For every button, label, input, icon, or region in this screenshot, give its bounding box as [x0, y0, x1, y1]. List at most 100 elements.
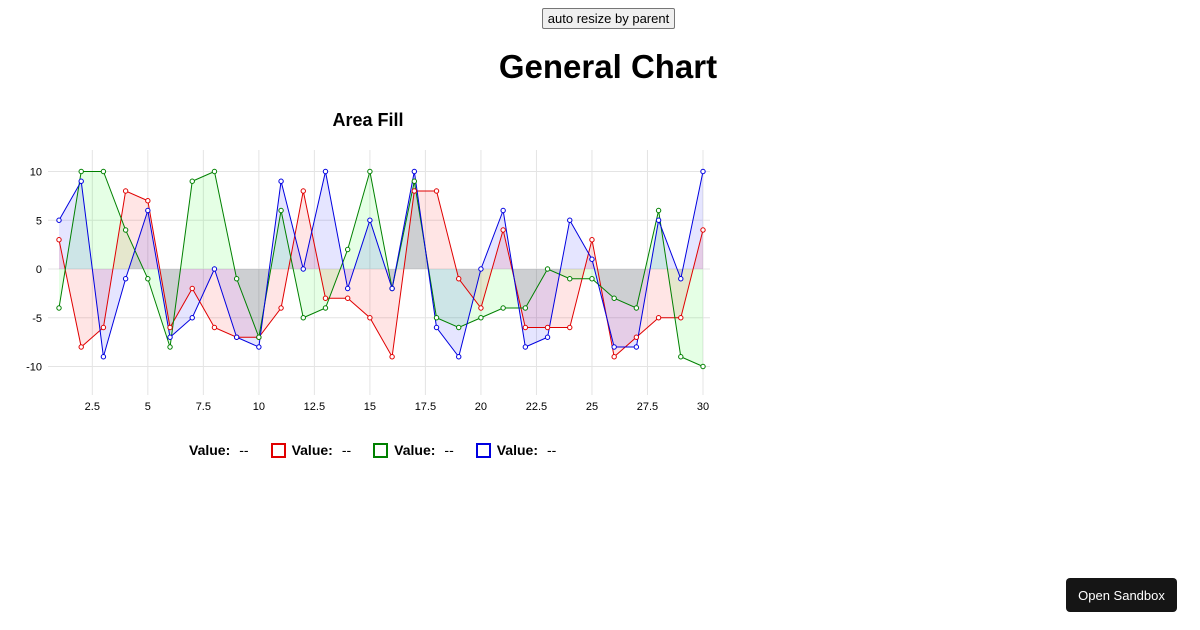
data-point-s3: [522, 344, 529, 350]
x-tick-label: 2.5: [85, 401, 100, 413]
data-point-s1: [189, 285, 195, 292]
chart-axes: 10 5 0 -5 -10 2.5 5 7.5 10 12.5 15 17.5 20 22.5 25 27.5…: [26, 167, 709, 414]
data-point-s2: [544, 266, 551, 272]
data-point-s2: [278, 207, 284, 214]
series-area-3: [59, 171, 703, 357]
data-point-s3: [100, 354, 107, 360]
data-point-s1: [78, 344, 84, 350]
data-point-s3: [389, 285, 395, 292]
area-chart[interactable]: 10 5 0 -5 -10 2.5 5 7.5 10 12.5 15 17.5 20 22.5 25 27.5…: [0, 140, 736, 430]
data-point-s1: [389, 354, 395, 360]
series-line-2: [58, 170, 704, 367]
open-sandbox-button[interactable]: Open Sandbox: [1066, 578, 1177, 612]
data-point-s3: [189, 315, 195, 321]
data-point-s3: [300, 266, 306, 272]
chart-title: Area Fill: [332, 110, 404, 130]
data-point-s1: [322, 295, 329, 301]
data-point-s3: [589, 256, 595, 262]
legend-item-series-1: Value: --: [270, 442, 352, 458]
legend-value: --: [444, 442, 454, 458]
data-point-s3: [567, 217, 573, 223]
data-point-s3: [78, 178, 84, 184]
data-point-s3: [322, 168, 329, 175]
data-point-s1: [700, 227, 706, 233]
data-point-s2: [256, 334, 262, 340]
data-point-s2: [522, 305, 529, 311]
series-area-1: [59, 191, 703, 357]
data-point-s1: [100, 324, 107, 331]
legend-label: Value:: [291, 442, 333, 458]
data-point-s3: [233, 334, 240, 340]
data-point-s2: [478, 315, 484, 321]
y-tick-label: 10: [30, 167, 42, 179]
data-point-s1: [300, 188, 306, 194]
data-point-s2: [344, 246, 351, 253]
data-point-s3: [411, 168, 418, 175]
y-tick-label: -5: [32, 313, 42, 325]
y-tick-label: 0: [36, 264, 42, 276]
legend-label: Value:: [189, 442, 231, 458]
data-point-s3: [433, 324, 440, 331]
auto-resize-button[interactable]: auto resize by parent: [542, 8, 675, 29]
legend-value: --: [341, 442, 352, 458]
data-point-s2: [56, 305, 62, 311]
chart-areas: [59, 171, 703, 367]
legend-item-series-2: Value: --: [373, 442, 454, 458]
data-point-s1: [344, 295, 351, 301]
data-point-s3: [256, 344, 262, 350]
data-point-s2: [300, 315, 306, 321]
x-tick-label: 5: [145, 401, 151, 413]
series-line-3: [58, 171, 704, 358]
chart-legend: Value: -- Value: -- Value: -- Value: --: [189, 441, 578, 459]
data-point-s2: [78, 168, 84, 175]
data-point-s2: [322, 305, 329, 311]
x-tick-label: 27.5: [637, 401, 658, 413]
data-point-s3: [145, 207, 151, 214]
legend-label: Value:: [394, 442, 436, 458]
data-point-s1: [500, 227, 506, 233]
data-point-s3: [544, 334, 551, 340]
x-tick-label: 12.5: [304, 401, 325, 413]
data-point-s3: [211, 266, 218, 272]
data-point-s2: [122, 227, 129, 233]
data-point-s2: [367, 168, 373, 175]
legend-swatch-red: [270, 442, 286, 458]
legend-swatch-blue: [475, 442, 491, 458]
data-point-s2: [189, 178, 195, 184]
data-point-s1: [544, 324, 551, 331]
data-point-s3: [678, 276, 684, 282]
data-point-s1: [589, 237, 595, 243]
data-point-s1: [478, 305, 484, 311]
data-point-s2: [655, 207, 662, 214]
data-point-s1: [145, 198, 151, 204]
legend-value: --: [239, 442, 249, 458]
data-point-s3: [655, 217, 662, 223]
data-point-s1: [411, 188, 418, 194]
data-point-s3: [633, 344, 640, 350]
data-point-s2: [167, 344, 173, 350]
data-point-s3: [456, 354, 462, 360]
x-tick-label: 20: [475, 401, 487, 413]
data-point-s2: [211, 168, 218, 175]
data-point-s2: [500, 305, 506, 311]
chart-lines: [58, 170, 704, 367]
data-point-s3: [344, 285, 351, 292]
data-point-s2: [411, 178, 418, 184]
legend-label: Value:: [496, 442, 538, 458]
data-point-s3: [478, 266, 484, 272]
page-title: General Chart: [498, 48, 718, 85]
data-point-s1: [211, 324, 218, 331]
x-tick-label: 30: [697, 401, 709, 413]
data-point-s1: [567, 324, 573, 331]
data-point-s1: [633, 334, 640, 340]
x-tick-label: 17.5: [415, 401, 436, 413]
data-point-s2: [233, 276, 240, 282]
y-tick-label: -10: [26, 362, 42, 374]
data-point-s1: [278, 305, 284, 311]
data-point-s2: [567, 276, 573, 282]
data-point-s2: [678, 354, 684, 360]
data-point-s3: [611, 344, 617, 350]
data-point-s1: [167, 324, 173, 331]
data-point-s1: [655, 315, 662, 321]
data-point-s2: [145, 276, 151, 282]
